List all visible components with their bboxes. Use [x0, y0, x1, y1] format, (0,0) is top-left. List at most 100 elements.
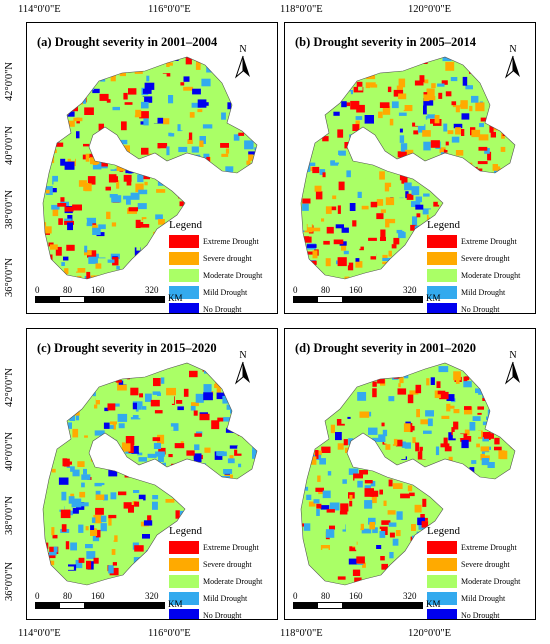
legend-swatch	[169, 541, 199, 554]
top-tick-120: 120°0'0"E	[408, 4, 452, 15]
legend-label: Moderate Drought	[203, 271, 263, 280]
scale-label: 160	[91, 591, 105, 601]
scale-segment	[60, 603, 84, 608]
map-panel-b: (b) Drought severity in 2005–2014 N Legen…	[284, 22, 536, 314]
north-arrow-label: N	[239, 44, 247, 55]
scale-segment	[366, 297, 422, 302]
legend-swatch	[169, 235, 199, 248]
legend-item: No Drought	[427, 301, 520, 314]
legend-item: No Drought	[169, 301, 262, 314]
legend-swatch	[169, 269, 199, 282]
legend-swatch	[169, 286, 199, 299]
north-arrow-label: N	[509, 350, 517, 361]
top-tick-114: 114°0'0"E	[18, 4, 61, 15]
scale-segment	[108, 297, 164, 302]
scale-segment	[108, 603, 164, 608]
legend-swatch	[169, 592, 199, 605]
legend-item: Extreme Drought	[427, 539, 520, 556]
scale-bar: 0 80 160 320 KM	[35, 285, 183, 303]
legend-item: Mild Drought	[427, 590, 520, 607]
legend-swatch	[427, 286, 457, 299]
legend-title: Legend	[169, 219, 202, 231]
legend-item: Mild Drought	[169, 284, 262, 301]
scale-label: 320	[403, 591, 417, 601]
legend-swatch	[169, 252, 199, 265]
bottom-tick-116: 116°0'0"E	[148, 628, 191, 639]
scale-label: 80	[321, 285, 330, 295]
left-tick-36-bottom: 36°0'0"N	[4, 562, 15, 601]
region-outline	[42, 362, 258, 586]
scale-segment	[84, 603, 108, 608]
legend-title: Legend	[427, 525, 460, 537]
legend-item: No Drought	[427, 607, 520, 619]
scale-unit: KM	[168, 293, 183, 303]
legend-item: Moderate Drought	[169, 573, 262, 590]
legend-title: Legend	[427, 219, 460, 231]
legend-label: No Drought	[203, 305, 242, 314]
legend-title: Legend	[169, 525, 202, 537]
legend-swatch	[427, 269, 457, 282]
scale-label: 0	[293, 591, 298, 601]
legend-item: Mild Drought	[427, 284, 520, 301]
legend-item: No Drought	[169, 607, 262, 619]
scale-segment	[60, 297, 84, 302]
panel-title-d: (d) Drought severity in 2001–2020	[295, 341, 477, 355]
legend-item: Extreme Drought	[427, 233, 520, 250]
top-tick-118: 118°0'0"E	[280, 4, 323, 15]
panel-title-a: (a) Drought severity in 2001–2004	[37, 35, 218, 49]
legend-label: Severe drought	[461, 254, 510, 263]
left-tick-40-bottom: 40°0'0"N	[4, 432, 15, 471]
legend-label: Extreme Drought	[461, 237, 517, 246]
legend-label: Mild Drought	[203, 594, 248, 603]
region-outline	[300, 56, 516, 280]
legend-item: Severe drought	[427, 250, 520, 267]
north-arrow-icon	[234, 361, 250, 385]
legend-label: Mild Drought	[203, 288, 248, 297]
north-arrow-icon	[504, 361, 520, 385]
panel-title-b: (b) Drought severity in 2005–2014	[295, 35, 477, 49]
scale-label: 0	[35, 285, 40, 295]
north-arrow: N	[503, 45, 523, 84]
legend-swatch	[427, 575, 457, 588]
bottom-tick-118: 118°0'0"E	[280, 628, 323, 639]
scale-segment	[342, 603, 366, 608]
map-drawing-b	[300, 56, 516, 280]
north-arrow-icon	[234, 55, 250, 79]
legend-label: Extreme Drought	[203, 237, 259, 246]
legend-label: Moderate Drought	[461, 271, 521, 280]
north-arrow: N	[233, 45, 253, 84]
legend-swatch	[169, 558, 199, 571]
legend-item: Moderate Drought	[169, 267, 262, 284]
scale-label: 320	[403, 285, 417, 295]
left-tick-40-top: 40°0'0"N	[4, 126, 15, 165]
region-outline	[42, 56, 258, 280]
legend-swatch	[427, 303, 457, 313]
left-tick-42-top: 42°0'0"N	[4, 62, 15, 101]
legend-item: Severe drought	[427, 556, 520, 573]
scale-label: 320	[145, 591, 159, 601]
legend: Legend Extreme Drought Severe drought Moder…	[169, 219, 262, 314]
north-arrow: N	[503, 351, 523, 390]
legend-item: Moderate Drought	[427, 267, 520, 284]
left-tick-38-top: 38°0'0"N	[4, 190, 15, 229]
scale-bar: 0 80 160 320 KM	[293, 591, 441, 609]
top-tick-116: 116°0'0"E	[148, 4, 191, 15]
legend-label: Moderate Drought	[461, 577, 521, 586]
legend-swatch	[427, 252, 457, 265]
scale-label: 0	[35, 591, 40, 601]
scale-unit: KM	[426, 599, 441, 609]
map-panel-c: (c) Drought severity in 2015–2020 N Legen…	[26, 328, 278, 620]
left-tick-36-top: 36°0'0"N	[4, 258, 15, 297]
legend-swatch	[169, 303, 199, 313]
north-arrow-icon	[504, 55, 520, 79]
scale-label: 320	[145, 285, 159, 295]
legend-label: Extreme Drought	[203, 543, 259, 552]
legend-item: Moderate Drought	[427, 573, 520, 590]
legend-label: No Drought	[461, 305, 500, 314]
scale-label: 80	[63, 285, 72, 295]
legend-item: Extreme Drought	[169, 233, 262, 250]
scale-segment	[318, 603, 342, 608]
scale-segment	[342, 297, 366, 302]
legend: Legend Extreme Drought Severe drought Moder…	[427, 219, 520, 314]
left-tick-38-bottom: 38°0'0"N	[4, 496, 15, 535]
